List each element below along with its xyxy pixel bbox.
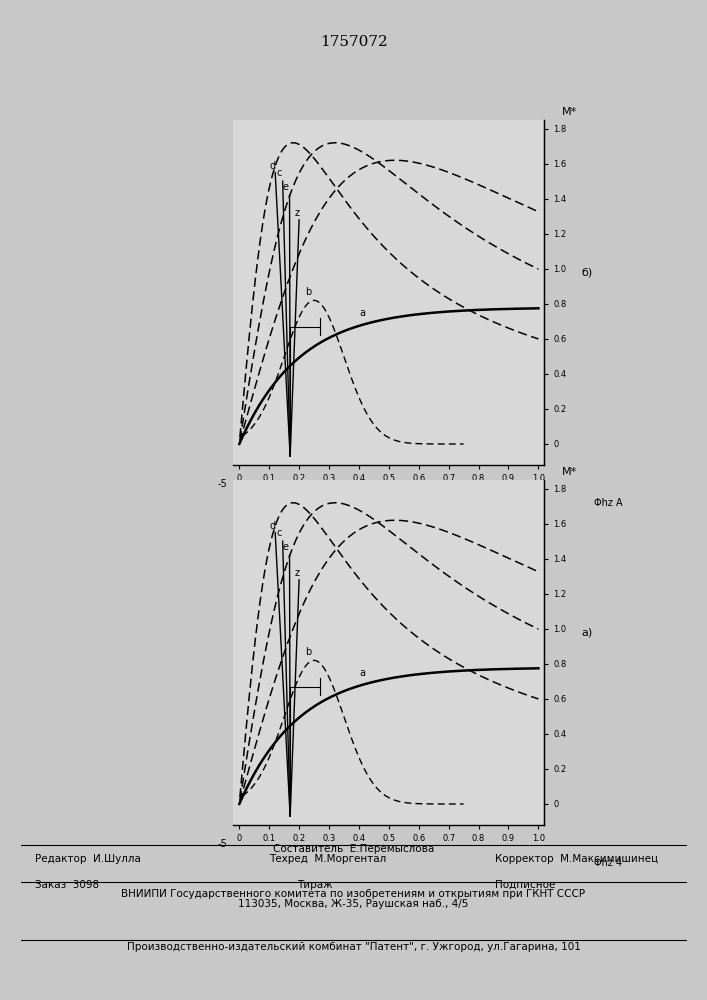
Text: d: d xyxy=(269,521,275,531)
Text: z: z xyxy=(294,208,299,218)
Text: c: c xyxy=(276,168,282,178)
Text: Заказ  3098: Заказ 3098 xyxy=(35,880,100,890)
Text: b: b xyxy=(305,287,311,297)
Text: e: e xyxy=(283,542,288,552)
Text: d: d xyxy=(269,161,275,171)
Text: Составитель  Е.Перемыслова: Составитель Е.Перемыслова xyxy=(273,844,434,854)
Text: a: a xyxy=(359,308,365,318)
Text: -5: -5 xyxy=(217,479,227,489)
Y-axis label: M*: M* xyxy=(561,467,577,477)
Text: Техред  М.Моргентал: Техред М.Моргентал xyxy=(269,854,386,864)
Text: 1757072: 1757072 xyxy=(320,35,387,49)
Text: Редактор  И.Шулла: Редактор И.Шулла xyxy=(35,854,141,864)
Text: b: b xyxy=(305,647,311,657)
Text: ВНИИПИ Государственного комитета по изобретениям и открытиям при ГКНТ СССР: ВНИИПИ Государственного комитета по изоб… xyxy=(122,889,585,899)
Text: Φhz 4: Φhz 4 xyxy=(594,858,622,868)
Text: -5: -5 xyxy=(217,839,227,849)
Text: Тираж: Тираж xyxy=(297,880,332,890)
Text: z: z xyxy=(294,568,299,578)
Text: Φhz A: Φhz A xyxy=(594,498,623,508)
Text: Корректор  М.Максимишинец: Корректор М.Максимишинец xyxy=(495,854,658,864)
Text: б): б) xyxy=(582,267,593,277)
Text: a: a xyxy=(359,668,365,678)
Text: Подписное: Подписное xyxy=(495,880,555,890)
Text: e: e xyxy=(283,182,288,192)
Text: 113035, Москва, Ж-35, Раушская наб., 4/5: 113035, Москва, Ж-35, Раушская наб., 4/5 xyxy=(238,899,469,909)
Text: c: c xyxy=(276,528,282,538)
Y-axis label: M*: M* xyxy=(561,107,577,117)
Text: Производственно-издательский комбинат "Патент", г. Ужгород, ул.Гагарина, 101: Производственно-издательский комбинат "П… xyxy=(127,942,580,952)
Text: а): а) xyxy=(582,627,593,637)
